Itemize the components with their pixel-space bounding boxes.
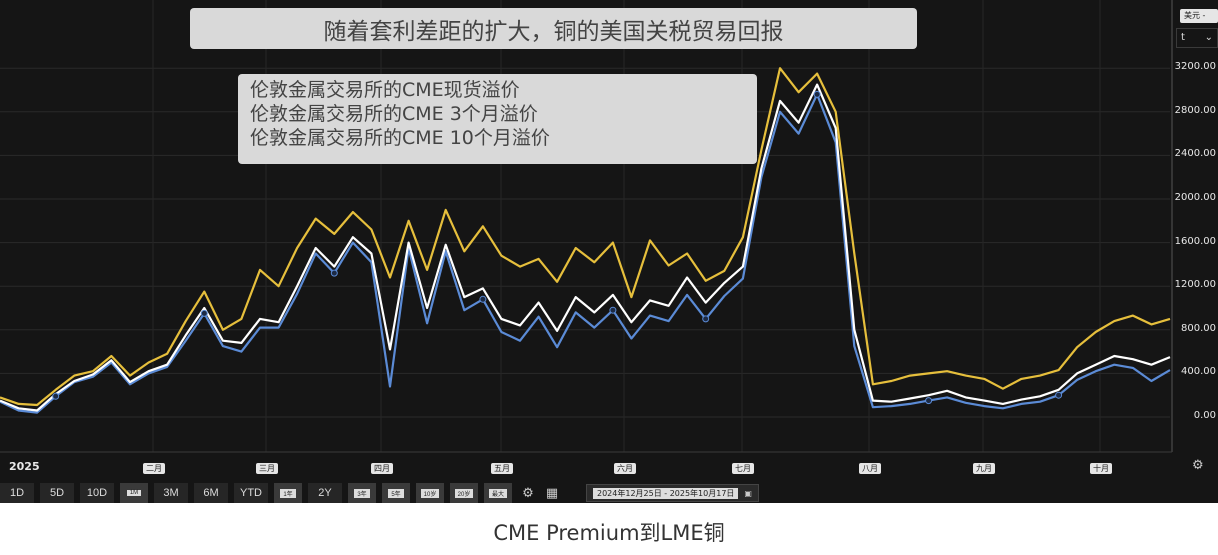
range-3y-button[interactable]: 3年 (348, 483, 376, 503)
range-1d-button[interactable]: 1D (0, 483, 34, 503)
series-marker[interactable] (479, 295, 487, 303)
y-tick-label: 2400.00 (1174, 148, 1216, 160)
range-max-button[interactable]: 最大 (484, 483, 512, 503)
legend-item-spot[interactable]: 伦敦金属交易所的CME现货溢价 (250, 79, 520, 101)
chart-panel: 随着套利差距的扩大，铜的美国关税贸易回报 伦敦金属交易所的CME现货溢价 伦敦金… (0, 0, 1218, 503)
range-20y-button[interactable]: 20岁 (450, 483, 478, 503)
range-5y-button[interactable]: 5年 (382, 483, 410, 503)
series-marker[interactable] (52, 392, 60, 400)
x-tick-label: 九月 (973, 463, 995, 474)
range-10d-button[interactable]: 10D (80, 483, 114, 503)
table-icon[interactable]: ▦ (545, 485, 559, 501)
range-2y-button[interactable]: 2Y (308, 483, 342, 503)
gear-icon[interactable]: ⚙ (522, 485, 534, 501)
series-spot-line[interactable] (0, 67, 1171, 407)
legend-item-3m[interactable]: 伦敦金属交易所的CME 3个月溢价 (250, 103, 538, 125)
year-label: 2025 (9, 460, 40, 473)
series-marker[interactable] (702, 315, 710, 323)
x-tick-label: 四月 (371, 463, 393, 474)
y-tick-label: 400.00 (1181, 366, 1216, 378)
range-1y-label: 1年 (280, 488, 296, 498)
date-range-text: 2024年12月25日 - 2025年10月17日 (593, 487, 739, 499)
chart-title: 随着套利差距的扩大，铜的美国关税贸易回报 (190, 8, 917, 49)
x-tick-label: 五月 (491, 463, 513, 474)
range-6m-button[interactable]: 6M (194, 483, 228, 503)
series-layer (0, 67, 1171, 414)
calendar-icon[interactable]: ▣ (744, 488, 752, 498)
x-tick-label: 六月 (614, 463, 636, 474)
range-1m-button[interactable]: 1M (120, 483, 148, 503)
series-marker[interactable] (925, 397, 933, 405)
unit-label: t (1181, 32, 1185, 43)
series-3m-line[interactable] (0, 83, 1171, 412)
range-toolbar: 1D 5D 10D 1M 3M 6M YTD 1年 2Y 3年 5年 10岁 2… (0, 483, 830, 503)
y-tick-label: 2000.00 (1174, 192, 1216, 203)
unit-selector[interactable]: t ⌄ (1176, 28, 1218, 48)
series-marker[interactable] (609, 306, 617, 314)
date-range-picker[interactable]: 2024年12月25日 - 2025年10月17日 ▣ (586, 484, 759, 502)
range-max-label: 最大 (488, 488, 507, 498)
range-1y-button[interactable]: 1年 (274, 483, 302, 503)
series-marker[interactable] (200, 309, 208, 317)
currency-selector[interactable]: 美元 - (1180, 9, 1218, 23)
x-tick-label: 十月 (1090, 463, 1112, 474)
y-tick-label: 1600.00 (1174, 235, 1216, 247)
range-1m-label: 1M (126, 490, 142, 496)
axis-layer (0, 0, 1173, 453)
x-tick-label: 二月 (143, 463, 165, 474)
figure-caption: CME Premium到LME铜 (493, 521, 725, 545)
x-tick-label: 三月 (256, 463, 278, 474)
series-marker[interactable] (330, 269, 338, 277)
y-tick-label: 800.00 (1181, 322, 1216, 334)
chevron-down-icon: ⌄ (1204, 32, 1213, 43)
range-5y-label: 5年 (388, 488, 404, 498)
x-tick-label: 七月 (732, 463, 754, 474)
y-tick-label: 0.00 (1193, 410, 1216, 421)
series-marker[interactable] (1055, 391, 1063, 399)
series-marker[interactable] (813, 90, 821, 98)
range-20y-label: 20岁 (454, 488, 474, 498)
legend-item-10m[interactable]: 伦敦金属交易所的CME 10个月溢价 (250, 127, 550, 149)
y-tick-label: 3200.00 (1174, 61, 1216, 73)
range-5d-button[interactable]: 5D (40, 483, 74, 503)
series-10m-line[interactable] (0, 93, 1171, 414)
range-ytd-button[interactable]: YTD (234, 483, 268, 503)
range-3m-button[interactable]: 3M (154, 483, 188, 503)
y-tick-label: 1200.00 (1174, 279, 1216, 291)
range-10y-button[interactable]: 10岁 (416, 483, 444, 503)
y-tick-label: 2800.00 (1174, 104, 1216, 116)
x-tick-label: 八月 (859, 463, 881, 474)
settings-icon[interactable]: ⚙ (1192, 458, 1204, 473)
legend: 伦敦金属交易所的CME现货溢价 伦敦金属交易所的CME 3个月溢价 伦敦金属交易… (238, 74, 757, 164)
range-10y-label: 10岁 (420, 488, 440, 498)
range-3y-label: 3年 (354, 488, 370, 498)
